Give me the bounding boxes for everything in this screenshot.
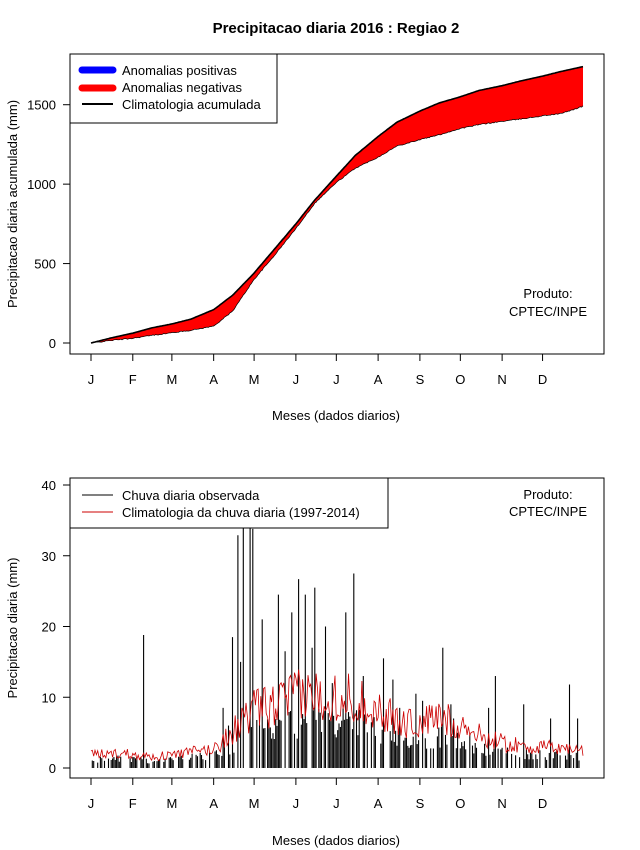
bottom-y-tick-label: 40 bbox=[42, 478, 56, 493]
observed-bars-layer bbox=[91, 499, 580, 768]
top-legend: Anomalias positivas Anomalias negativas … bbox=[69, 53, 278, 124]
bottom-x-tick-label: D bbox=[538, 796, 547, 811]
bottom-x-tick-label: J bbox=[293, 796, 300, 811]
anomaly-area-layer bbox=[90, 65, 584, 344]
observed-cumulative-line bbox=[90, 105, 584, 344]
daily-climatology-line bbox=[90, 669, 584, 762]
bottom-x-tick-label: J bbox=[88, 796, 95, 811]
daily-chart: 0 10 20 30 40 J F M A M J J A S O N D Meses (dados diar… bbox=[5, 477, 605, 848]
top-x-tick-label: J bbox=[88, 372, 95, 387]
top-y-tick-label: 1000 bbox=[27, 177, 56, 192]
legend-climatology-label: Climatologia acumulada bbox=[122, 97, 262, 112]
top-x-tick-label: S bbox=[416, 372, 425, 387]
legend-observed-label: Chuva diaria observada bbox=[122, 488, 260, 503]
bottom-y-tick-label: 0 bbox=[49, 761, 56, 776]
top-y-tick-label: 1500 bbox=[27, 98, 56, 113]
legend-negative-label: Anomalias negativas bbox=[122, 80, 242, 95]
top-x-tick-label: A bbox=[374, 372, 383, 387]
top-x-tick-label: M bbox=[166, 372, 177, 387]
bottom-x-tick-label: M bbox=[166, 796, 177, 811]
top-product-source: CPTEC/INPE bbox=[509, 304, 587, 319]
bottom-y-axis-label: Precipitacao diaria (mm) bbox=[5, 558, 20, 699]
climatology-line-layer bbox=[90, 669, 584, 762]
bottom-x-tick-label: M bbox=[249, 796, 260, 811]
bottom-x-tick-label: F bbox=[129, 796, 137, 811]
top-y-tick-label: 500 bbox=[34, 257, 56, 272]
top-x-tick-label: J bbox=[333, 372, 340, 387]
top-y-axis: 0 500 1000 1500 bbox=[27, 98, 70, 351]
bottom-x-tick-label: S bbox=[416, 796, 425, 811]
negative-anomaly-area bbox=[91, 66, 583, 343]
top-y-tick-label: 0 bbox=[49, 336, 56, 351]
top-x-tick-label: J bbox=[293, 372, 300, 387]
bottom-y-axis: 0 10 20 30 40 bbox=[42, 478, 70, 776]
bottom-product-source: CPTEC/INPE bbox=[509, 504, 587, 519]
bottom-product-label: Produto: bbox=[523, 487, 572, 502]
top-plot-frame bbox=[69, 53, 605, 355]
top-x-tick-label: M bbox=[249, 372, 260, 387]
bottom-x-tick-label: N bbox=[497, 796, 506, 811]
bottom-y-tick-label: 30 bbox=[42, 549, 56, 564]
top-x-axis-label: Meses (dados diarios) bbox=[272, 408, 400, 423]
bottom-legend: Chuva diaria observada Climatologia da c… bbox=[69, 477, 389, 529]
bottom-x-tick-label: A bbox=[374, 796, 383, 811]
top-x-tick-label: A bbox=[209, 372, 218, 387]
top-x-tick-label: O bbox=[455, 372, 465, 387]
bottom-legend-box bbox=[69, 477, 389, 529]
top-x-tick-label: D bbox=[538, 372, 547, 387]
top-x-tick-label: N bbox=[497, 372, 506, 387]
bottom-y-tick-label: 10 bbox=[42, 690, 56, 705]
bottom-x-tick-label: A bbox=[209, 796, 218, 811]
bottom-x-axis-label: Meses (dados diarios) bbox=[272, 833, 400, 848]
bottom-y-tick-label: 20 bbox=[42, 620, 56, 635]
cumulative-chart: 0 500 1000 1500 J F M A M J J A S O N D Meses (dados d… bbox=[5, 53, 605, 423]
chart-title: Precipitacao diaria 2016 : Regiao 2 bbox=[213, 20, 460, 37]
top-x-tick-label: F bbox=[129, 372, 137, 387]
bottom-x-tick-label: O bbox=[455, 796, 465, 811]
top-product-label: Produto: bbox=[523, 286, 572, 301]
legend-daily-climatology-label: Climatologia da chuva diaria (1997-2014) bbox=[122, 505, 360, 520]
bottom-x-tick-label: J bbox=[333, 796, 340, 811]
top-y-axis-label: Precipitacao diaria acumulada (mm) bbox=[5, 100, 20, 308]
climatology-cumulative-line bbox=[90, 65, 584, 344]
legend-positive-label: Anomalias positivas bbox=[122, 63, 237, 78]
